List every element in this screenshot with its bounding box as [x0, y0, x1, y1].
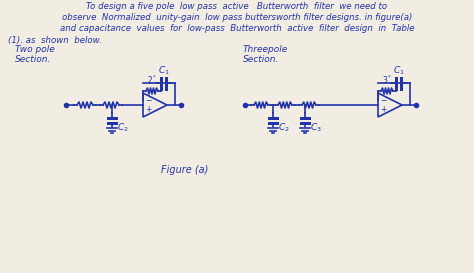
Text: −: − [145, 96, 151, 105]
Text: $C_2$: $C_2$ [278, 121, 290, 133]
Text: −: − [380, 96, 386, 105]
Text: +: + [145, 105, 151, 114]
Text: Two pole
Section.: Two pole Section. [15, 45, 55, 64]
Text: Figure (a): Figure (a) [161, 165, 209, 175]
Text: $3^*$: $3^*$ [382, 74, 392, 86]
Text: $2^*$: $2^*$ [147, 74, 157, 86]
Text: observe  Normalized  unity-gain  low pass buttersworth filter designs. in figure: observe Normalized unity-gain low pass b… [62, 13, 412, 22]
Text: +: + [380, 105, 386, 114]
Text: To design a five pole  low pass  active   Butterworth  filter  we need to: To design a five pole low pass active Bu… [86, 2, 388, 11]
Text: (1). as  shown  below.: (1). as shown below. [8, 36, 102, 45]
Text: $C_2$: $C_2$ [117, 121, 128, 133]
Text: $C_3$: $C_3$ [310, 121, 322, 133]
Text: $C_1$: $C_1$ [393, 64, 405, 77]
Text: and capacitance  values  for  low-pass  Butterworth  active  filter  design  in : and capacitance values for low-pass Butt… [60, 24, 414, 33]
Text: Threepole
Section.: Threepole Section. [243, 45, 288, 64]
Text: $C_1$: $C_1$ [158, 64, 170, 77]
